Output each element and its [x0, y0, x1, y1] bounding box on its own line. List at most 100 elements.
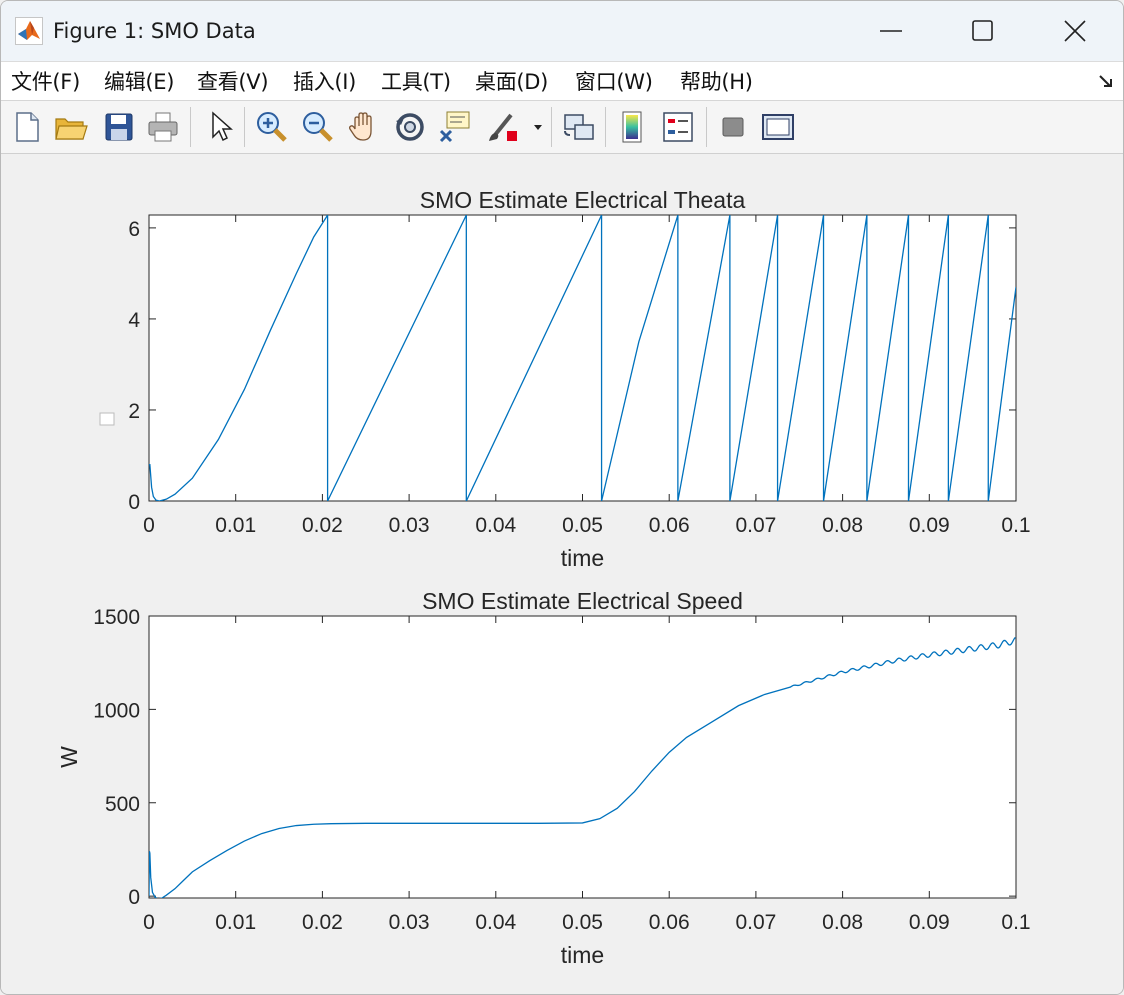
- zoom-in-button[interactable]: [253, 109, 289, 145]
- x-tick-label: 0.08: [822, 514, 863, 537]
- y-tick-label: 2: [128, 400, 140, 423]
- y-tick-label: 500: [105, 793, 140, 816]
- toolbar-separator: [244, 107, 245, 147]
- maximize-icon: [972, 20, 993, 41]
- hide-plot-tools-icon: [722, 117, 744, 137]
- x-axis-label: time: [561, 545, 604, 571]
- menu-desktop[interactable]: 桌面(D): [475, 70, 549, 94]
- colorbar-icon: [622, 111, 642, 143]
- axes-title: SMO Estimate Electrical Speed: [422, 588, 743, 614]
- x-tick-label: 0.05: [562, 514, 603, 537]
- show-plot-tools-button[interactable]: [760, 109, 796, 145]
- menu-file[interactable]: 文件(F): [11, 70, 80, 94]
- new-figure-button[interactable]: [9, 109, 45, 145]
- rotate-3d-icon: [396, 113, 424, 141]
- dock-arrow-icon[interactable]: [1097, 72, 1115, 90]
- title-bar[interactable]: Figure 1: SMO Data: [1, 1, 1123, 62]
- open-icon: [55, 118, 88, 140]
- menu-insert[interactable]: 插入(I): [293, 70, 357, 94]
- pan-hand-icon: [349, 112, 372, 141]
- data-cursor-icon: [439, 111, 470, 143]
- zoom-out-icon: [303, 112, 333, 142]
- y-tick-label: 4: [128, 309, 140, 332]
- x-tick-label: 0.09: [909, 514, 950, 537]
- menu-help[interactable]: 帮助(H): [680, 70, 753, 94]
- brush-button[interactable]: [485, 109, 521, 145]
- x-tick-label: 0.01: [215, 911, 256, 934]
- x-tick-label: 0: [143, 911, 155, 934]
- matlab-logo-icon: [15, 17, 43, 45]
- hide-plot-tools-button[interactable]: [715, 109, 751, 145]
- data-cursor-button[interactable]: [437, 109, 473, 145]
- axes-1[interactable]: SMO Estimate Electrical Theata 0 0.01 0.02 0…: [99, 187, 1031, 571]
- new-figure-icon: [16, 112, 39, 142]
- y-tick-label: 6: [128, 218, 140, 241]
- show-plot-tools-icon: [762, 114, 794, 140]
- menu-tools[interactable]: 工具(T): [381, 70, 451, 94]
- x-tick-label: 0.02: [302, 514, 343, 537]
- brush-dropdown[interactable]: [529, 109, 547, 145]
- figure-toolbar: [1, 101, 1123, 154]
- y-tick-label: 0: [128, 886, 140, 909]
- colorbar-button[interactable]: [615, 109, 651, 145]
- x-axis-label: time: [561, 942, 604, 968]
- y-tick-label: 1000: [93, 699, 140, 722]
- zoom-out-button[interactable]: [299, 109, 335, 145]
- x-tick-label: 0.03: [389, 514, 430, 537]
- rotate-3d-button[interactable]: [392, 109, 428, 145]
- figure-canvas[interactable]: SMO Estimate Electrical Theata 0 0.01 0.02 0…: [1, 154, 1123, 994]
- open-button[interactable]: [53, 109, 89, 145]
- close-icon: [1064, 20, 1086, 42]
- save-button[interactable]: [101, 109, 137, 145]
- close-button[interactable]: [1029, 1, 1121, 61]
- toolbar-separator: [190, 107, 191, 147]
- toolbar-separator: [706, 107, 707, 147]
- link-plot-icon: [564, 114, 594, 140]
- zoom-in-icon: [257, 112, 287, 142]
- x-tick-label: 0: [143, 514, 155, 537]
- y-axis-label-placeholder: [99, 412, 115, 426]
- menu-window[interactable]: 窗口(W): [575, 70, 653, 94]
- pointer-icon: [212, 111, 233, 142]
- pointer-button[interactable]: [203, 109, 239, 145]
- minimize-icon: [880, 30, 902, 32]
- pan-button[interactable]: [346, 109, 382, 145]
- x-tick-label: 0.02: [302, 911, 343, 934]
- y-tick-label: 1500: [93, 606, 140, 629]
- menu-view[interactable]: 查看(V): [197, 70, 269, 94]
- x-tick-label: 0.08: [822, 911, 863, 934]
- brush-icon: [489, 113, 517, 141]
- x-tick-label: 0.09: [909, 911, 950, 934]
- axes-2[interactable]: SMO Estimate Electrical Speed 0 0.01 0.02 0.…: [56, 588, 1031, 968]
- axes-title: SMO Estimate Electrical Theata: [420, 187, 746, 213]
- legend-button[interactable]: [660, 109, 696, 145]
- print-button[interactable]: [145, 109, 181, 145]
- x-tick-label: 0.06: [649, 911, 690, 934]
- minimize-button[interactable]: [845, 1, 937, 61]
- x-tick-label: 0.1: [1001, 514, 1030, 537]
- series-line: [149, 637, 1016, 898]
- print-icon: [148, 112, 178, 142]
- toolbar-separator: [551, 107, 552, 147]
- maximize-button[interactable]: [937, 1, 1029, 61]
- x-tick-label: 0.07: [735, 911, 776, 934]
- y-tick-label: 0: [128, 491, 140, 514]
- x-tick-label: 0.04: [475, 911, 516, 934]
- legend-icon: [663, 112, 693, 142]
- menu-bar: 文件(F) 编辑(E) 查看(V) 插入(I) 工具(T) 桌面(D) 窗口(W…: [1, 62, 1123, 101]
- window-title: Figure 1: SMO Data: [53, 19, 256, 43]
- x-tick-label: 0.05: [562, 911, 603, 934]
- link-plot-button[interactable]: [561, 109, 597, 145]
- x-tick-label: 0.03: [389, 911, 430, 934]
- x-tick-label: 0.06: [649, 514, 690, 537]
- menu-edit[interactable]: 编辑(E): [104, 70, 175, 94]
- plots-canvas[interactable]: SMO Estimate Electrical Theata 0 0.01 0.02 0…: [1, 154, 1123, 994]
- axes-box: [148, 214, 1017, 502]
- toolbar-separator: [605, 107, 606, 147]
- save-icon: [105, 113, 133, 141]
- x-tick-label: 0.1: [1001, 911, 1030, 934]
- y-axis-label: W: [56, 746, 82, 768]
- series-line: [149, 215, 1016, 501]
- chevron-down-icon: [534, 125, 542, 130]
